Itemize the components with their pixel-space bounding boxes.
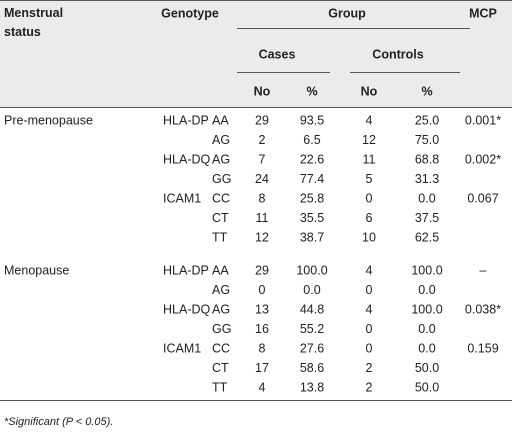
cell: TT [212, 230, 228, 244]
cell: 0.0 [418, 191, 435, 205]
gene: ICAM1 [163, 191, 201, 205]
cell: 11 [363, 152, 376, 166]
cell: 29 [255, 113, 269, 127]
cell: 6 [366, 211, 373, 225]
cell: 4 [366, 302, 373, 316]
cell: 4 [366, 113, 373, 127]
mcp: 0.038* [465, 302, 501, 316]
gene: HLA-DQ [163, 152, 211, 166]
mcp: 0.002* [465, 152, 501, 166]
cell: CC [212, 191, 230, 205]
cell: 0.0 [418, 322, 435, 336]
header: No [361, 84, 378, 98]
cell: 12 [255, 230, 269, 244]
cell: AA [212, 113, 229, 127]
cell: 38.7 [300, 230, 324, 244]
gene: HLA-DP [163, 263, 209, 277]
cell: 31.3 [415, 172, 439, 186]
mcp: – [480, 263, 487, 277]
mcp: 0.067 [467, 191, 498, 205]
cell: AG [212, 133, 230, 147]
cell: 100.0 [411, 302, 442, 316]
cell: 4 [366, 263, 373, 277]
cell: AA [212, 263, 229, 277]
cell: 24 [255, 172, 269, 186]
header-bg [0, 0, 512, 107]
header: MCP [469, 6, 497, 20]
cell: AG [212, 302, 230, 316]
header: No [254, 84, 271, 98]
cell: 4 [259, 380, 266, 394]
header: Group [328, 6, 366, 20]
cell: 50.0 [415, 380, 439, 394]
cell: 25.8 [300, 191, 324, 205]
gene: ICAM1 [163, 341, 201, 355]
cell: 58.6 [300, 361, 324, 375]
cell: GG [212, 322, 231, 336]
gene: HLA-DQ [163, 302, 211, 316]
cell: CT [212, 361, 229, 375]
cell: 37.5 [415, 211, 439, 225]
header: Cases [259, 47, 296, 61]
cell: 0 [366, 283, 373, 297]
cell: 8 [259, 191, 266, 205]
cell: 12 [362, 133, 376, 147]
cell: 13 [255, 302, 269, 316]
cell: 16 [255, 322, 269, 336]
header: % [306, 84, 317, 98]
header: Genotype [161, 6, 219, 20]
cell: 6.5 [303, 133, 320, 147]
cell: 25.0 [415, 113, 439, 127]
header: Controls [372, 47, 423, 61]
cell: AG [212, 283, 230, 297]
cell: 55.2 [300, 322, 324, 336]
cell: 0 [366, 322, 373, 336]
cell: CC [212, 341, 230, 355]
cell: 100.0 [296, 263, 327, 277]
cell: 0.0 [303, 283, 320, 297]
header: % [421, 84, 432, 98]
status: Pre-menopause [4, 113, 93, 127]
gene: HLA-DP [163, 113, 209, 127]
mcp: 0.001* [465, 113, 501, 127]
footnote: *Significant (P < 0.05). [4, 416, 113, 428]
cell: 11 [256, 211, 269, 225]
cell: 2 [366, 361, 373, 375]
cell: 62.5 [415, 230, 439, 244]
cell: 8 [259, 341, 266, 355]
cell: CT [212, 211, 229, 225]
cell: 0.0 [418, 341, 435, 355]
cell: 5 [366, 172, 373, 186]
cell: 44.8 [300, 302, 324, 316]
cell: 0 [259, 283, 266, 297]
cell: 13.8 [300, 380, 324, 394]
cell: 2 [259, 133, 266, 147]
cell: 0.0 [418, 283, 435, 297]
cell: 100.0 [411, 263, 442, 277]
cell: 29 [255, 263, 269, 277]
cell: TT [212, 380, 228, 394]
cell: 68.8 [415, 152, 439, 166]
cell: 75.0 [415, 133, 439, 147]
cell: 7 [259, 152, 266, 166]
cell: 0 [366, 191, 373, 205]
cell: 10 [362, 230, 376, 244]
cell: 77.4 [300, 172, 324, 186]
cell: 22.6 [300, 152, 324, 166]
cell: 93.5 [300, 113, 324, 127]
mcp: 0.159 [467, 341, 498, 355]
cell: 17 [255, 361, 269, 375]
header: Menstrual status [4, 6, 63, 39]
cell: AG [212, 152, 230, 166]
cell: 35.5 [300, 211, 324, 225]
cell: 2 [366, 380, 373, 394]
cell: 27.6 [300, 341, 324, 355]
cell: 50.0 [415, 361, 439, 375]
status: Menopause [4, 263, 69, 277]
cell: GG [212, 172, 231, 186]
cell: 0 [366, 341, 373, 355]
